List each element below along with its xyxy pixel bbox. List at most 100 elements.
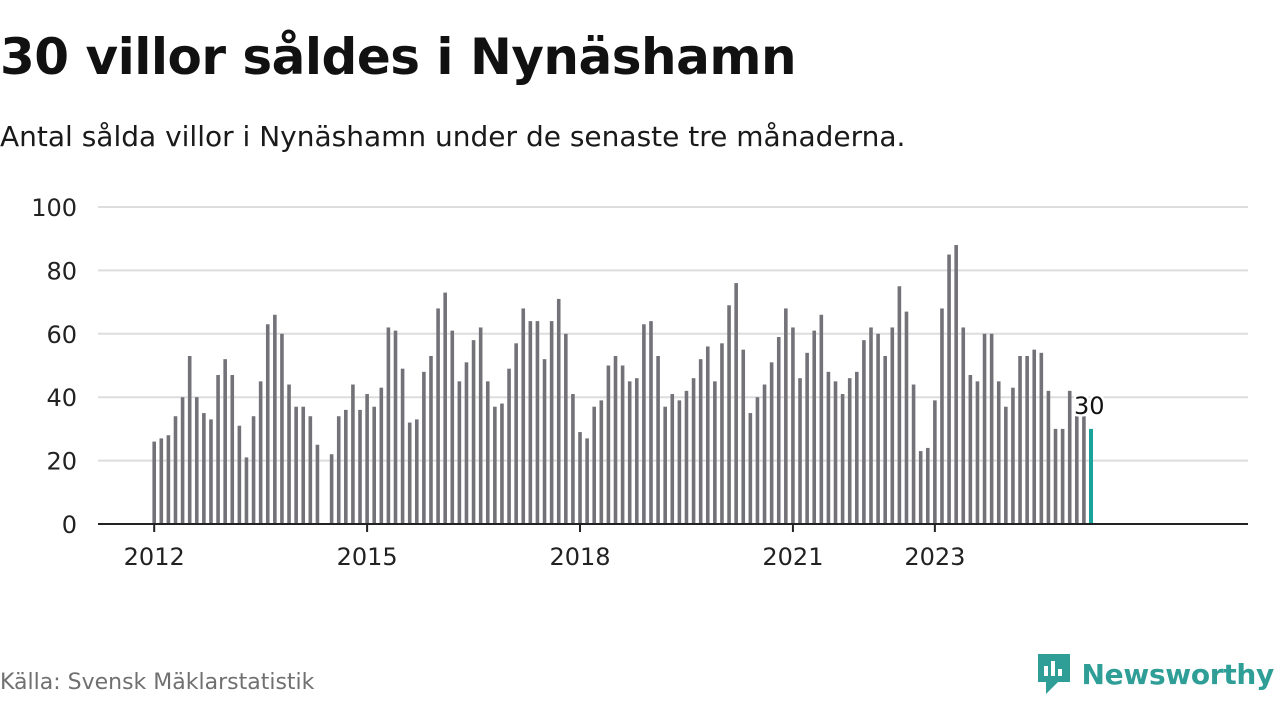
- bar: [812, 330, 817, 524]
- bar: [755, 397, 760, 524]
- bar: [791, 327, 795, 524]
- bar: [642, 324, 646, 524]
- bar: [571, 394, 575, 524]
- bar: [251, 416, 256, 524]
- bar: [1067, 390, 1072, 524]
- highlight-value-label: 30: [1074, 392, 1105, 420]
- bar: [485, 381, 490, 524]
- bar: [634, 378, 639, 524]
- bar: [556, 298, 561, 524]
- newsworthy-logo-icon: [1037, 654, 1070, 694]
- y-tick-label: 0: [62, 511, 77, 539]
- bar: [386, 327, 391, 524]
- bar: [833, 381, 838, 524]
- bar: [911, 384, 916, 524]
- bar: [982, 333, 987, 524]
- bar: [890, 327, 895, 524]
- bar: [698, 359, 703, 524]
- bar: [315, 444, 320, 524]
- bar: [329, 454, 334, 524]
- bar: [237, 425, 242, 524]
- bar: [173, 416, 178, 524]
- y-tick-label: 80: [46, 257, 77, 285]
- bar: [209, 419, 213, 524]
- bar: [258, 381, 263, 524]
- bar: [1046, 390, 1051, 524]
- bar: [670, 394, 675, 524]
- bar: [741, 349, 746, 524]
- bar: [904, 311, 909, 524]
- bar: [727, 305, 731, 524]
- y-tick-label: 60: [46, 321, 77, 349]
- bar: [989, 333, 994, 524]
- bar: [776, 336, 781, 524]
- bar: [450, 330, 455, 524]
- bar: [606, 365, 611, 524]
- bar: [855, 371, 859, 524]
- bar: [578, 432, 582, 524]
- bar: [443, 292, 447, 524]
- bar: [649, 321, 653, 524]
- bar: [273, 314, 277, 524]
- bar: [819, 314, 824, 524]
- bar: [1039, 352, 1044, 524]
- bar: [1060, 428, 1065, 524]
- chart-title: 30 villor såldes i Nynäshamn: [0, 28, 797, 86]
- bar: [194, 397, 199, 524]
- bar: [294, 406, 298, 524]
- bar: [152, 441, 156, 524]
- x-tick-label: 2015: [337, 543, 398, 571]
- bar: [1053, 428, 1058, 524]
- bar: [244, 457, 249, 524]
- bar: [862, 340, 866, 524]
- bar: [599, 400, 604, 524]
- bar: [925, 447, 930, 524]
- bar: [748, 413, 753, 524]
- highlight-bar: [1089, 428, 1094, 524]
- bar: [826, 371, 831, 524]
- bar: [705, 346, 710, 524]
- bar: [202, 413, 206, 524]
- chart-subtitle: Antal sålda villor i Nynäshamn under de …: [0, 120, 906, 153]
- bar: [521, 308, 526, 524]
- x-axis-ticks: 2012 2015 2018 2021 2023: [124, 524, 965, 571]
- bar: [585, 438, 589, 524]
- bar: [344, 409, 348, 524]
- bar: [230, 375, 235, 524]
- bar: [542, 359, 547, 524]
- bar: [1082, 416, 1086, 524]
- bar: [1032, 349, 1037, 524]
- bar: [975, 381, 980, 524]
- bar: [301, 406, 306, 524]
- bar: [336, 416, 341, 524]
- bar: [308, 416, 313, 524]
- bar: [876, 333, 880, 524]
- bar: [762, 384, 767, 524]
- bar: [947, 254, 951, 525]
- bar: [961, 327, 966, 524]
- bar: [1011, 387, 1015, 524]
- y-tick-label: 100: [31, 194, 77, 222]
- bar: [514, 343, 518, 524]
- x-tick-label: 2021: [762, 543, 823, 571]
- x-tick-label: 2023: [904, 543, 965, 571]
- bars: [152, 245, 1094, 525]
- bar: [265, 324, 270, 524]
- bar: [535, 321, 540, 524]
- bar: [436, 308, 440, 524]
- bar: [734, 283, 738, 524]
- brand-name: Newsworthy: [1081, 657, 1275, 691]
- bar: [847, 378, 852, 524]
- bar: [365, 394, 369, 524]
- bar: [869, 327, 873, 524]
- bar: [187, 355, 192, 524]
- bar: [457, 381, 462, 524]
- bar: [414, 419, 419, 524]
- bar: [287, 384, 291, 524]
- bar: [1018, 355, 1022, 524]
- bar: [677, 400, 682, 524]
- x-tick-label: 2018: [549, 543, 610, 571]
- bar: [464, 362, 469, 524]
- bar: [996, 381, 1001, 524]
- bar: [159, 438, 164, 524]
